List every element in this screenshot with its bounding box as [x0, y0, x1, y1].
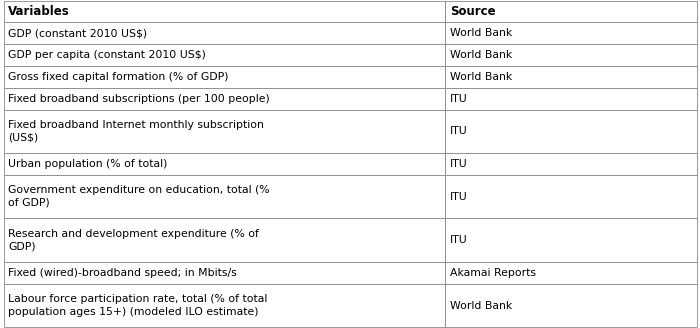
Text: Urban population (% of total): Urban population (% of total)	[8, 159, 168, 169]
Text: ITU: ITU	[450, 235, 468, 245]
Bar	[445, 88, 696, 110]
Text: Labour force participation rate, total (% of total
population ages 15+) (modeled: Labour force participation rate, total (…	[8, 294, 268, 317]
Text: ITU: ITU	[450, 94, 468, 104]
Text: Gross fixed capital formation (% of GDP): Gross fixed capital formation (% of GDP)	[8, 72, 229, 82]
Bar	[445, 66, 696, 88]
Text: ITU: ITU	[450, 159, 468, 169]
Bar	[4, 153, 445, 175]
Bar	[4, 218, 445, 262]
Bar	[445, 284, 696, 327]
Bar	[445, 153, 696, 175]
Text: World Bank: World Bank	[450, 300, 512, 311]
Text: Fixed (wired)-broadband speed; in Mbits/s: Fixed (wired)-broadband speed; in Mbits/…	[8, 268, 237, 278]
Text: ITU: ITU	[450, 192, 468, 202]
Bar	[4, 44, 445, 66]
Bar	[4, 88, 445, 110]
Bar	[445, 110, 696, 153]
Text: ITU: ITU	[450, 126, 468, 136]
Bar	[4, 1, 445, 22]
Text: Fixed broadband Internet monthly subscription
(US$): Fixed broadband Internet monthly subscri…	[8, 120, 265, 143]
Bar	[4, 66, 445, 88]
Bar	[4, 110, 445, 153]
Text: Akamai Reports: Akamai Reports	[450, 268, 536, 278]
Text: GDP (constant 2010 US$): GDP (constant 2010 US$)	[8, 28, 148, 38]
Text: Government expenditure on education, total (%
of GDP): Government expenditure on education, tot…	[8, 185, 270, 208]
Bar	[4, 284, 445, 327]
Bar	[445, 22, 696, 44]
Text: World Bank: World Bank	[450, 50, 512, 60]
Text: World Bank: World Bank	[450, 28, 512, 38]
Text: Variables: Variables	[8, 5, 70, 18]
Text: Source: Source	[450, 5, 496, 18]
Text: Fixed broadband subscriptions (per 100 people): Fixed broadband subscriptions (per 100 p…	[8, 94, 270, 104]
Bar	[445, 218, 696, 262]
Bar	[445, 262, 696, 284]
Bar	[4, 262, 445, 284]
Text: Research and development expenditure (% of
GDP): Research and development expenditure (% …	[8, 229, 259, 252]
Bar	[445, 44, 696, 66]
Text: GDP per capita (constant 2010 US$): GDP per capita (constant 2010 US$)	[8, 50, 206, 60]
Bar	[445, 1, 696, 22]
Bar	[4, 22, 445, 44]
Text: World Bank: World Bank	[450, 72, 512, 82]
Bar	[445, 175, 696, 218]
Bar	[4, 175, 445, 218]
